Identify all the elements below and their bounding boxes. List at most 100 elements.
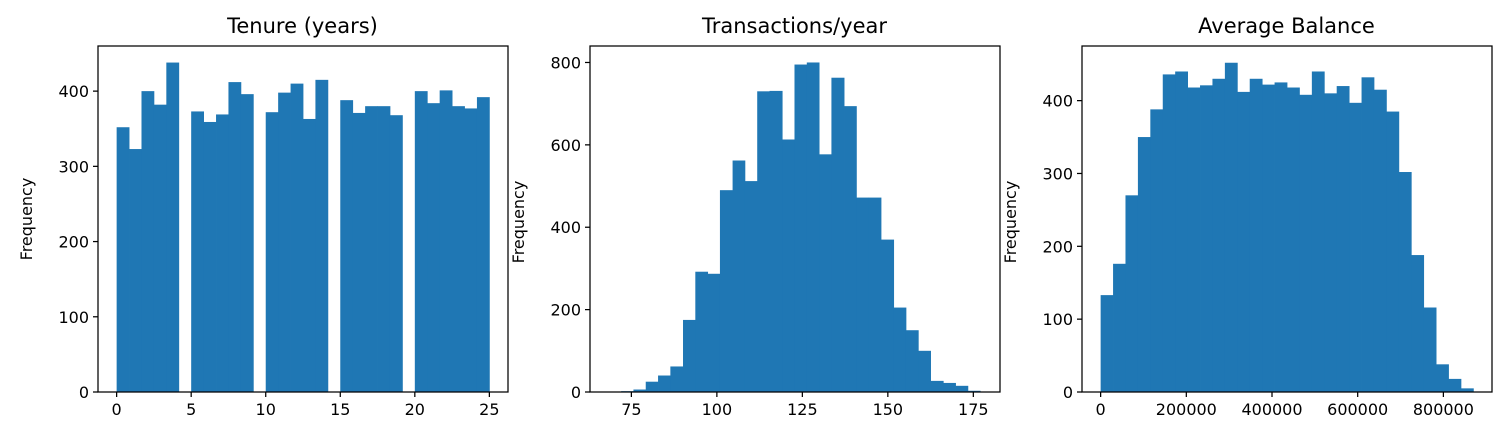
histogram-bar (1162, 74, 1176, 392)
histogram-bar (658, 375, 671, 392)
histogram-bar (819, 154, 832, 392)
histogram-bar (1311, 71, 1325, 393)
histogram-bar (905, 330, 919, 392)
x-tick-label: 5 (186, 400, 196, 419)
histogram-bar (1398, 172, 1412, 392)
histogram-bar (290, 83, 304, 393)
chart-title: Tenure (years) (226, 14, 378, 38)
histogram-bar (116, 127, 130, 392)
histogram-bar (1137, 137, 1151, 392)
histogram-bar (1411, 255, 1425, 392)
y-tick-label: 300 (58, 157, 89, 176)
histogram-bar (633, 389, 647, 392)
axes-frame (589, 45, 1001, 393)
histogram-bar (278, 92, 291, 392)
x-tick-label: 800000 (1413, 400, 1474, 419)
histogram-bar (352, 112, 366, 392)
x-tick-label: 600000 (1327, 400, 1388, 419)
y-tick-label: 400 (1042, 92, 1073, 111)
y-tick-label: 200 (58, 233, 89, 252)
histogram-bar (1448, 378, 1462, 392)
x-tick-label: 125 (787, 400, 818, 419)
panel-tenure: Tenure (years) Frequency 0 5 10 15 20 25 0 100 2… (17, 14, 509, 419)
panel-average-balance: Average Balance Frequency 0 200000 400000 6… (1001, 14, 1493, 419)
y-tick-label: 800 (550, 53, 581, 72)
histogram-bar (1436, 364, 1449, 392)
y-tick-label: 300 (1042, 164, 1073, 183)
chart-title: Transactions/year (701, 14, 887, 38)
x-tick-label: 150 (873, 400, 904, 419)
x-tick-label: 400000 (1241, 400, 1302, 419)
histogram-bar (744, 181, 758, 392)
histogram-bar (943, 382, 956, 392)
y-tick-label: 400 (550, 218, 581, 237)
histogram-bar (1423, 307, 1437, 392)
histogram-bar (340, 100, 354, 392)
histogram-bar (303, 118, 316, 393)
histogram-bar (464, 108, 478, 393)
histogram-bar (1386, 111, 1400, 392)
histogram-bar (377, 106, 391, 393)
histogram-bar (1150, 109, 1164, 393)
histogram-bar (166, 62, 180, 393)
histogram-bar (1361, 77, 1375, 392)
histogram-bar (1187, 87, 1201, 393)
y-tick-label: 0 (571, 383, 581, 402)
histogram-bar (1125, 195, 1139, 392)
histogram-bar (414, 91, 428, 392)
histogram-bar (844, 106, 857, 392)
histogram-bar (856, 197, 870, 392)
histogram-bar (1349, 102, 1362, 392)
histogram-bar (315, 79, 329, 392)
histogram-bar (427, 103, 441, 393)
histogram-bar (670, 366, 684, 392)
histogram-bar (203, 121, 217, 392)
histogram-bar (216, 114, 229, 392)
x-tick-label: 15 (330, 400, 350, 419)
histogram-bar (719, 190, 733, 392)
histogram-bar (1237, 91, 1251, 392)
x-tick-label: 25 (479, 400, 499, 419)
x-tick-label: 75 (621, 400, 641, 419)
y-axis-label: Frequency (17, 178, 36, 261)
axes-frame (1081, 45, 1493, 393)
histogram-bar (265, 112, 279, 392)
histogram-bar (452, 106, 465, 393)
histogram-bar (918, 350, 931, 392)
axes-frame (97, 45, 509, 393)
histogram-bar (1299, 94, 1313, 393)
histogram-bar (1287, 87, 1300, 393)
x-tick-label: 0 (1096, 400, 1106, 419)
histogram-bar (881, 239, 895, 392)
histogram-bar (806, 62, 820, 392)
histogram-bar (1274, 82, 1288, 393)
x-tick-label: 175 (958, 400, 989, 419)
histogram-bar (1200, 85, 1213, 392)
histogram-bar (1224, 62, 1238, 392)
histogram-bar (240, 94, 254, 392)
histogram-bar (1460, 388, 1474, 392)
chart-title: Average Balance (1198, 14, 1375, 38)
histogram-bar (1100, 295, 1114, 392)
histogram-bar (389, 115, 403, 392)
histogram-bar (476, 97, 490, 393)
histogram-bar (191, 111, 204, 392)
y-tick-label: 400 (58, 82, 89, 101)
histogram-bar (782, 139, 795, 392)
panel-transactions: Transactions/year Frequency 75 100 125 150 1… (509, 14, 1001, 419)
y-tick-label: 200 (550, 301, 581, 320)
histogram-bar (1212, 78, 1226, 392)
y-tick-label: 100 (1042, 310, 1073, 329)
y-tick-label: 0 (79, 383, 89, 402)
histogram-bar (794, 64, 808, 392)
histogram-bar (868, 197, 882, 392)
histogram-bar (228, 82, 242, 392)
histogram-bar (645, 381, 659, 392)
histogram-bar (955, 385, 969, 392)
histogram-bar (153, 104, 167, 393)
x-tick-label: 0 (112, 400, 122, 419)
x-tick-label: 200000 (1156, 400, 1217, 419)
histogram-bar (732, 160, 746, 392)
y-tick-label: 200 (1042, 237, 1073, 256)
